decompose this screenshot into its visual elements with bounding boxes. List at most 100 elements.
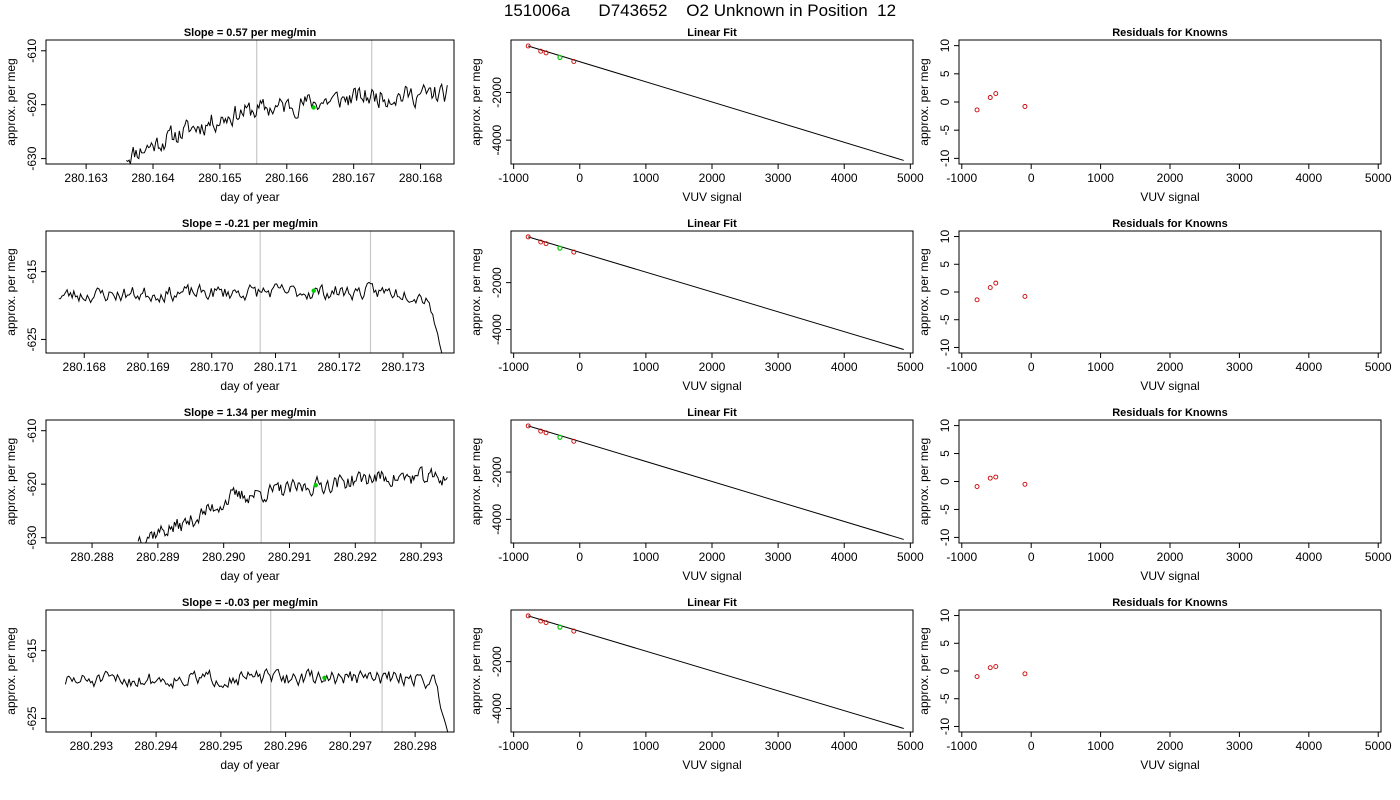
- x-axis-label: VUV signal: [1140, 190, 1199, 204]
- y-tick-label: -5: [938, 693, 952, 704]
- x-axis-label: day of year: [220, 379, 279, 393]
- known-point: [571, 59, 577, 64]
- x-tick-label: 280.165: [198, 171, 242, 185]
- x-axis-label: VUV signal: [682, 569, 741, 583]
- panel-title: Residuals for Knowns: [1112, 27, 1228, 39]
- x-tick-label: -1000: [946, 360, 977, 374]
- plot-frame: [510, 230, 914, 354]
- y-tick-label: 10: [938, 419, 952, 433]
- y-tick-label: -2000: [490, 267, 504, 298]
- x-tick-label: 5000: [897, 171, 924, 185]
- y-axis-label: approx. per meg: [917, 248, 931, 335]
- x-tick-label: 280.173: [381, 360, 425, 374]
- y-axis-label: approx. per meg: [4, 627, 18, 714]
- x-tick-label: 5000: [1365, 171, 1392, 185]
- unknown-point: [313, 483, 319, 488]
- y-axis-label: approx. per meg: [917, 438, 931, 525]
- panel-1-1: Linear Fit VUV signal approx. per meg -1000…: [469, 218, 924, 393]
- y-axis-label: approx. per meg: [4, 438, 18, 525]
- y-tick-label: 0: [938, 667, 952, 674]
- plot-area: [525, 43, 904, 161]
- x-tick-label: 280.166: [265, 171, 309, 185]
- x-tick-label: 0: [1028, 550, 1035, 564]
- x-tick-label: 2000: [1157, 171, 1184, 185]
- x-axis-label: VUV signal: [1140, 569, 1199, 583]
- x-tick-label: 1000: [1087, 360, 1114, 374]
- panel-title: Slope = 1.34 per meg/min: [184, 407, 317, 419]
- plot-frame: [510, 39, 914, 165]
- unknown-point: [557, 54, 563, 61]
- x-tick-label: 280.168: [63, 360, 107, 374]
- plot-frame: [45, 419, 455, 544]
- plot-area: [974, 664, 1028, 679]
- plot-frame: [45, 230, 455, 354]
- y-tick-label: 0: [938, 98, 952, 105]
- residual-point: [974, 297, 980, 303]
- known-point: [571, 249, 577, 255]
- x-tick-label: 0: [576, 739, 583, 753]
- y-axis-label: approx. per meg: [917, 627, 931, 714]
- x-tick-label: 280.289: [136, 550, 180, 564]
- panel-2-0: Slope = 1.34 per meg/min day of year appro…: [4, 407, 455, 583]
- known-point: [525, 613, 531, 619]
- x-tick-label: 0: [1028, 739, 1035, 753]
- x-tick-label: 4000: [831, 550, 858, 564]
- x-tick-label: 280.293: [399, 550, 443, 564]
- x-tick-label: 4000: [1295, 360, 1322, 374]
- x-tick-label: 1000: [633, 360, 660, 374]
- x-tick-label: -1000: [946, 739, 977, 753]
- known-point: [543, 430, 549, 436]
- x-tick-label: 1000: [1087, 739, 1114, 753]
- x-tick-label: 3000: [1226, 550, 1253, 564]
- x-tick-label: 3000: [1226, 171, 1253, 185]
- panel-3-0: Slope = -0.03 per meg/min day of year appr…: [4, 597, 455, 772]
- panel-title: Residuals for Knowns: [1112, 597, 1228, 609]
- x-tick-label: 2000: [699, 171, 726, 185]
- x-axis-label: VUV signal: [682, 379, 741, 393]
- x-tick-label: 280.298: [393, 739, 437, 753]
- series-line: [64, 667, 449, 732]
- panel-0-1: Linear Fit VUV signal approx. per meg -1000…: [469, 27, 924, 204]
- x-tick-label: 5000: [897, 739, 924, 753]
- x-tick-label: 0: [576, 171, 583, 185]
- x-tick-label: 280.293: [70, 739, 114, 753]
- x-tick-label: 1000: [1087, 550, 1114, 564]
- x-tick-label: 280.295: [199, 739, 243, 753]
- panel-title: Linear Fit: [687, 407, 737, 419]
- y-tick-label: 10: [938, 39, 952, 53]
- series-line: [58, 281, 443, 353]
- fit-line: [528, 615, 904, 729]
- x-tick-label: 5000: [1365, 360, 1392, 374]
- plot-frame: [510, 609, 914, 733]
- plot-area: [137, 420, 448, 543]
- panel-title: Linear Fit: [687, 597, 737, 609]
- unknown-point: [311, 288, 316, 293]
- plot-area: [525, 613, 904, 729]
- x-tick-label: 280.292: [334, 550, 378, 564]
- x-tick-label: 280.169: [126, 360, 170, 374]
- residual-point: [987, 665, 993, 671]
- x-tick-label: 280.168: [399, 171, 443, 185]
- y-tick-label: -4000: [490, 124, 504, 155]
- known-point: [543, 50, 549, 56]
- y-tick-label: -4000: [490, 693, 504, 724]
- x-tick-label: 280.290: [202, 550, 246, 564]
- y-tick-label: 5: [938, 261, 952, 268]
- panel-title: Slope = 0.57 per meg/min: [184, 27, 317, 39]
- plot-area: [126, 40, 448, 164]
- y-tick-label: -10: [938, 528, 952, 546]
- panel-0-2: Residuals for Knowns VUV signal approx. pe…: [917, 27, 1392, 204]
- x-tick-label: 3000: [765, 550, 792, 564]
- x-tick-label: 280.297: [329, 739, 373, 753]
- unknown-point: [557, 624, 563, 630]
- y-tick-label: -10: [938, 717, 952, 735]
- fit-line: [528, 45, 904, 161]
- residual-point: [987, 475, 993, 481]
- panel-2-1: Linear Fit VUV signal approx. per meg -1000…: [469, 407, 924, 583]
- y-axis-label: approx. per meg: [917, 58, 931, 145]
- residual-point: [1022, 104, 1028, 109]
- plot-frame: [45, 609, 455, 733]
- x-tick-label: 280.294: [134, 739, 178, 753]
- x-tick-label: 0: [1028, 360, 1035, 374]
- x-tick-label: 280.164: [131, 171, 175, 185]
